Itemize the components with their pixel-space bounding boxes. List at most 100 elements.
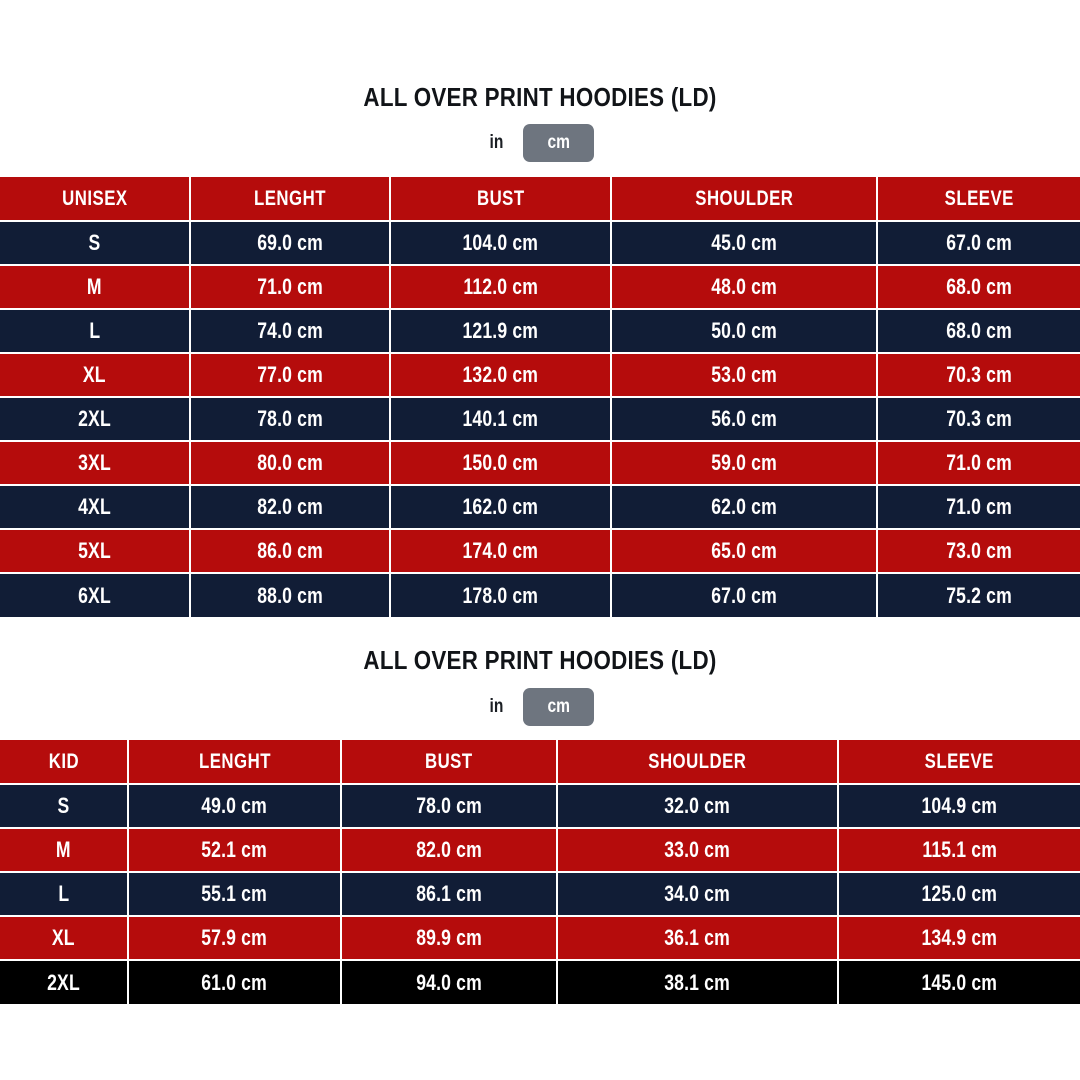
cell-shoulder: 62.0 cm (611, 485, 878, 530)
unit-option-cm-label-kid: cm (547, 696, 570, 717)
cell-lenght: 49.0 cm (128, 784, 342, 829)
cell-size: 4XL (0, 485, 191, 530)
table-row: XL 57.9 cm 89.9 cm 36.1 cm 134.9 cm (0, 916, 1080, 961)
unit-option-cm-unisex[interactable]: cm (522, 124, 595, 162)
column-header-lenght-kid: LENGHT (128, 740, 342, 785)
cell-bust: 112.0 cm (390, 265, 612, 310)
cell-lenght: 69.0 cm (190, 221, 391, 266)
cell-sleeve: 68.0 cm (877, 309, 1080, 354)
unit-option-inches-unisex[interactable]: in (489, 132, 504, 153)
cell-lenght: 80.0 cm (190, 441, 391, 486)
cell-bust: 150.0 cm (390, 441, 612, 486)
size-table-kid: KID LENGHT BUST SHOULDER SLEEVE S 49.0 c… (0, 740, 1080, 1004)
cell-shoulder: 32.0 cm (557, 784, 839, 829)
cell-size: M (0, 265, 191, 310)
cell-size: M (0, 828, 129, 873)
cell-bust: 178.0 cm (390, 573, 612, 617)
cell-bust: 162.0 cm (390, 485, 612, 530)
column-header-bust-unisex: BUST (390, 177, 612, 222)
page-title-unisex: ALL OVER PRINT HOODIES (LD) (363, 82, 717, 112)
table-row: 5XL 86.0 cm 174.0 cm 65.0 cm 73.0 cm (0, 529, 1080, 574)
cell-lenght: 82.0 cm (190, 485, 391, 530)
cell-lenght: 71.0 cm (190, 265, 391, 310)
cell-bust: 104.0 cm (390, 221, 612, 266)
cell-size: 6XL (0, 573, 191, 617)
table-row: L 74.0 cm 121.9 cm 50.0 cm 68.0 cm (0, 309, 1080, 354)
unit-option-cm-kid[interactable]: cm (522, 688, 595, 726)
cell-sleeve: 70.3 cm (877, 353, 1080, 398)
column-header-bust-kid: BUST (341, 740, 558, 785)
size-table-unisex: UNISEX LENGHT BUST SHOULDER SLEEVE S 69.… (0, 177, 1080, 617)
cell-shoulder: 65.0 cm (611, 529, 878, 574)
cell-sleeve: 73.0 cm (877, 529, 1080, 574)
cell-bust: 174.0 cm (390, 529, 612, 574)
cell-shoulder: 34.0 cm (557, 872, 839, 917)
section-2-title-block: ALL OVER PRINT HOODIES (LD) (0, 645, 1080, 676)
cell-sleeve: 71.0 cm (877, 441, 1080, 486)
cell-lenght: 52.1 cm (128, 828, 342, 873)
table-row: 4XL 82.0 cm 162.0 cm 62.0 cm 71.0 cm (0, 485, 1080, 530)
cell-lenght: 57.9 cm (128, 916, 342, 961)
cell-lenght: 61.0 cm (128, 960, 342, 1004)
cell-lenght: 55.1 cm (128, 872, 342, 917)
cell-bust: 121.9 cm (390, 309, 612, 354)
table-row: XL 77.0 cm 132.0 cm 53.0 cm 70.3 cm (0, 353, 1080, 398)
table-header-row-kid: KID LENGHT BUST SHOULDER SLEEVE (0, 740, 1080, 785)
cell-sleeve: 70.3 cm (877, 397, 1080, 442)
table-row: 2XL 78.0 cm 140.1 cm 56.0 cm 70.3 cm (0, 397, 1080, 442)
cell-sleeve: 134.9 cm (838, 916, 1080, 961)
cell-size: 3XL (0, 441, 191, 486)
cell-lenght: 88.0 cm (190, 573, 391, 617)
column-header-sleeve-unisex: SLEEVE (877, 177, 1080, 222)
cell-size: 2XL (0, 397, 191, 442)
cell-bust: 82.0 cm (341, 828, 558, 873)
cell-sleeve: 104.9 cm (838, 784, 1080, 829)
table-header-row-unisex: UNISEX LENGHT BUST SHOULDER SLEEVE (0, 177, 1080, 222)
cell-size: XL (0, 353, 191, 398)
cell-lenght: 74.0 cm (190, 309, 391, 354)
cell-bust: 89.9 cm (341, 916, 558, 961)
size-table-unisex-wrapper: UNISEX LENGHT BUST SHOULDER SLEEVE S 69.… (0, 177, 1080, 617)
cell-size: 2XL (0, 960, 129, 1004)
cell-size: S (0, 784, 129, 829)
cell-sleeve: 75.2 cm (946, 582, 1012, 608)
cell-lenght: 86.0 cm (190, 529, 391, 574)
table-row: 3XL 80.0 cm 150.0 cm 59.0 cm 71.0 cm (0, 441, 1080, 486)
cell-lenght: 78.0 cm (190, 397, 391, 442)
cell-size: L (0, 872, 129, 917)
size-table-kid-wrapper: KID LENGHT BUST SHOULDER SLEEVE S 49.0 c… (0, 740, 1080, 1004)
column-header-size-kid: KID (0, 740, 129, 785)
cell-lenght: 77.0 cm (190, 353, 391, 398)
unit-toggle-unisex[interactable]: in cm (0, 124, 1080, 162)
cell-sleeve: 125.0 cm (838, 872, 1080, 917)
column-header-size-unisex: UNISEX (0, 177, 191, 222)
cell-size: 5XL (0, 529, 191, 574)
cell-sleeve: 115.1 cm (838, 828, 1080, 873)
cell-bust: 140.1 cm (390, 397, 612, 442)
unit-toggle-kid[interactable]: in cm (0, 688, 1080, 726)
cell-shoulder: 48.0 cm (611, 265, 878, 310)
cell-shoulder: 50.0 cm (611, 309, 878, 354)
cell-sleeve: 71.0 cm (877, 485, 1080, 530)
cell-shoulder: 59.0 cm (611, 441, 878, 486)
cell-bust: 86.1 cm (341, 872, 558, 917)
cell-bust: 94.0 cm (341, 960, 558, 1004)
cell-shoulder: 53.0 cm (611, 353, 878, 398)
cell-shoulder: 45.0 cm (611, 221, 878, 266)
table-row: 6XL 88.0 cm 178.0 cm 67.0 cm 75.2 cm (0, 573, 1080, 617)
cell-shoulder: 33.0 cm (557, 828, 839, 873)
cell-shoulder: 67.0 cm (611, 573, 878, 617)
unit-option-cm-label-unisex: cm (547, 132, 570, 153)
table-row: S 69.0 cm 104.0 cm 45.0 cm 67.0 cm (0, 221, 1080, 266)
page-title-kid: ALL OVER PRINT HOODIES (LD) (363, 645, 717, 675)
cell-shoulder: 36.1 cm (557, 916, 839, 961)
cell-size: L (0, 309, 191, 354)
cell-sleeve: 68.0 cm (877, 265, 1080, 310)
table-row: 2XL 61.0 cm 94.0 cm 38.1 cm 145.0 cm (0, 960, 1080, 1004)
cell-shoulder: 38.1 cm (557, 960, 839, 1004)
table-row: L 55.1 cm 86.1 cm 34.0 cm 125.0 cm (0, 872, 1080, 917)
unit-option-inches-kid[interactable]: in (489, 696, 504, 717)
table-row: S 49.0 cm 78.0 cm 32.0 cm 104.9 cm (0, 784, 1080, 829)
table-row: M 71.0 cm 112.0 cm 48.0 cm 68.0 cm (0, 265, 1080, 310)
